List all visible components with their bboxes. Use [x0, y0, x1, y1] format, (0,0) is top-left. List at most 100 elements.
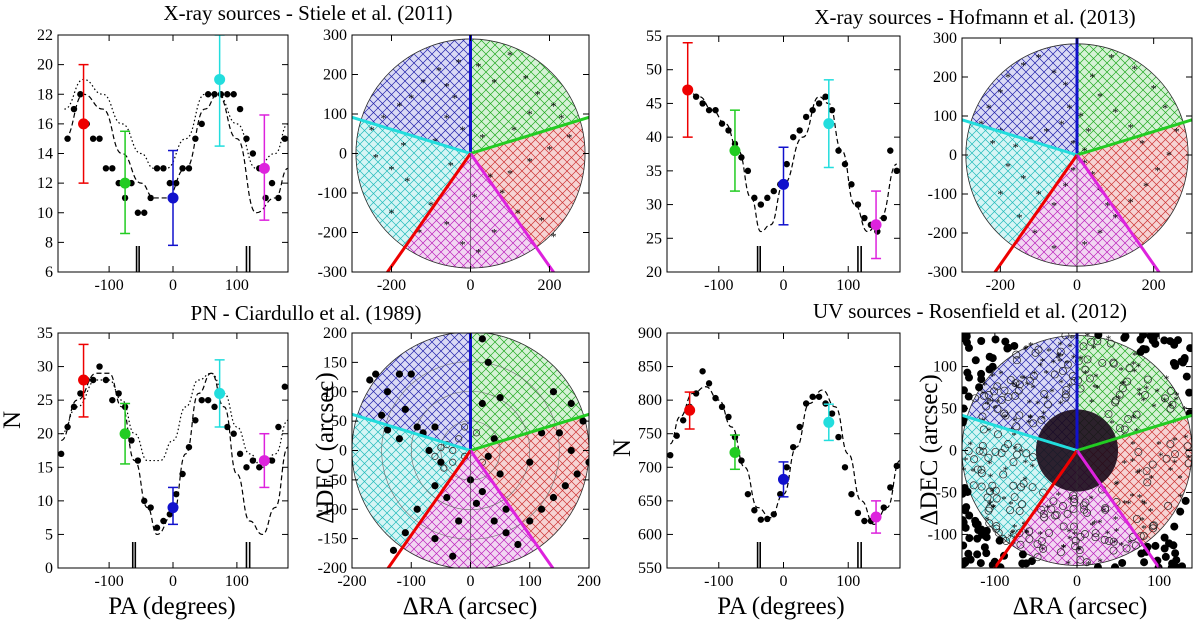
- uv-point-open: [1063, 510, 1072, 518]
- uv-point-open: [1131, 541, 1140, 550]
- uv-point-star: *: [1058, 351, 1064, 363]
- uv-point-open: [1184, 459, 1192, 468]
- data-point: [790, 443, 797, 451]
- uv-point-star: *: [1101, 506, 1107, 518]
- star-point: *: [420, 75, 426, 89]
- uv-point-outer: [1093, 563, 1102, 568]
- data-point: [89, 376, 97, 384]
- star-point: *: [373, 150, 379, 164]
- uv-point-star: *: [1092, 518, 1098, 530]
- uv-point-star: *: [1028, 340, 1034, 352]
- star-point: *: [1043, 125, 1049, 139]
- point: [496, 394, 504, 402]
- star-point: *: [1112, 105, 1118, 119]
- uv-point-open: [992, 494, 1001, 503]
- uv-point-star: *: [1172, 435, 1178, 447]
- data-point: [893, 462, 900, 470]
- star-point: *: [1128, 195, 1134, 209]
- uv-point-outer: [1177, 357, 1186, 366]
- uv-point-star: *: [1168, 465, 1174, 477]
- uv-point-outer: [1140, 558, 1149, 567]
- y-tick-label: 30: [646, 197, 662, 214]
- uv-point-star: *: [998, 368, 1004, 380]
- uv-point-open: [1006, 506, 1015, 515]
- uv-point-star: *: [1003, 464, 1009, 476]
- uv-point-outer: [995, 536, 1004, 545]
- uv-point-star: *: [1056, 350, 1062, 362]
- star-point: *: [444, 79, 450, 93]
- data-point: [757, 201, 765, 208]
- data-point: [751, 507, 758, 514]
- plot-p4: ****************************************…: [928, 30, 1193, 294]
- uv-point-star: *: [1066, 526, 1072, 538]
- sector-line-cyan: [962, 118, 1078, 157]
- uv-point-open: [1004, 392, 1013, 401]
- uv-point-open: [1033, 540, 1042, 548]
- data-point: [249, 457, 257, 464]
- uv-point-star: *: [1168, 401, 1174, 413]
- star-point: *: [1097, 90, 1103, 104]
- uv-point-star: *: [980, 388, 986, 400]
- data-point: [705, 106, 713, 114]
- uv-point-outer: [1160, 336, 1169, 345]
- uv-point-open: [1070, 495, 1079, 503]
- uv-point-open: [1083, 508, 1091, 517]
- uv-point-open: [994, 528, 1003, 537]
- uv-point-star: *: [1086, 559, 1092, 571]
- ylabel-dec-mid: ΔDEC (arcsec): [312, 372, 339, 523]
- data-point: [744, 490, 752, 498]
- data-point: [115, 390, 122, 397]
- uv-point-star: *: [1044, 393, 1050, 405]
- uv-point-open: [1012, 350, 1021, 359]
- y-tick-label: -200: [318, 225, 347, 242]
- uv-point-star: *: [1019, 373, 1025, 385]
- star-point: *: [1013, 140, 1019, 154]
- y-tick-label: 35: [37, 325, 53, 342]
- x-tick-label: 100: [225, 277, 249, 294]
- uv-point-star: *: [1025, 379, 1031, 391]
- uv-point-star: *: [1010, 527, 1016, 539]
- y-tick-label: 0: [339, 443, 347, 460]
- data-point: [96, 363, 103, 370]
- uv-point-outer: [962, 518, 968, 527]
- uv-point-star: *: [1137, 492, 1143, 504]
- uv-point-star: *: [1011, 539, 1017, 551]
- uv-point-star: *: [1089, 397, 1095, 409]
- data-point: [802, 400, 810, 407]
- uv-point-outer: [1186, 344, 1192, 353]
- star-point: *: [444, 218, 450, 232]
- uv-point-star: *: [1024, 528, 1030, 540]
- data-point: [828, 410, 836, 417]
- uv-point-outer: [962, 503, 971, 512]
- x-tick-label: -200: [986, 277, 1015, 294]
- data-point: [141, 209, 148, 216]
- uv-point-open: [977, 465, 986, 474]
- uv-point-star: *: [1011, 380, 1017, 392]
- x-tick-label: 100: [836, 277, 860, 294]
- sector-line-magenta: [469, 152, 556, 272]
- uv-point-open: [1162, 454, 1171, 463]
- uv-point-outer: [1136, 347, 1145, 356]
- uv-point-outer: [962, 484, 969, 493]
- uv-point-open: [1037, 537, 1046, 546]
- uv-point-open: [1106, 339, 1115, 348]
- star-point: *: [1105, 199, 1111, 213]
- y-tick-label: 100: [933, 108, 957, 125]
- uv-point-open: [985, 519, 994, 528]
- ylabel-dec-right: ΔDEC (arcsec): [916, 374, 943, 525]
- y-tick-label: -100: [318, 185, 347, 202]
- uv-point-open: [1118, 384, 1127, 393]
- point: [490, 435, 498, 443]
- x-tick-label: -100: [94, 277, 123, 294]
- uv-point-open: [1100, 535, 1109, 544]
- star-point: *: [986, 101, 992, 115]
- uv-point-star: *: [1014, 381, 1020, 393]
- uv-point-star: *: [1154, 387, 1160, 399]
- uv-point-star: *: [1035, 398, 1041, 410]
- data-point: [790, 133, 797, 141]
- data-point: [751, 194, 758, 202]
- star-point: *: [1089, 70, 1095, 84]
- data-point: [198, 396, 205, 404]
- star-point: *: [471, 190, 477, 204]
- sector-line-green: [1076, 118, 1192, 157]
